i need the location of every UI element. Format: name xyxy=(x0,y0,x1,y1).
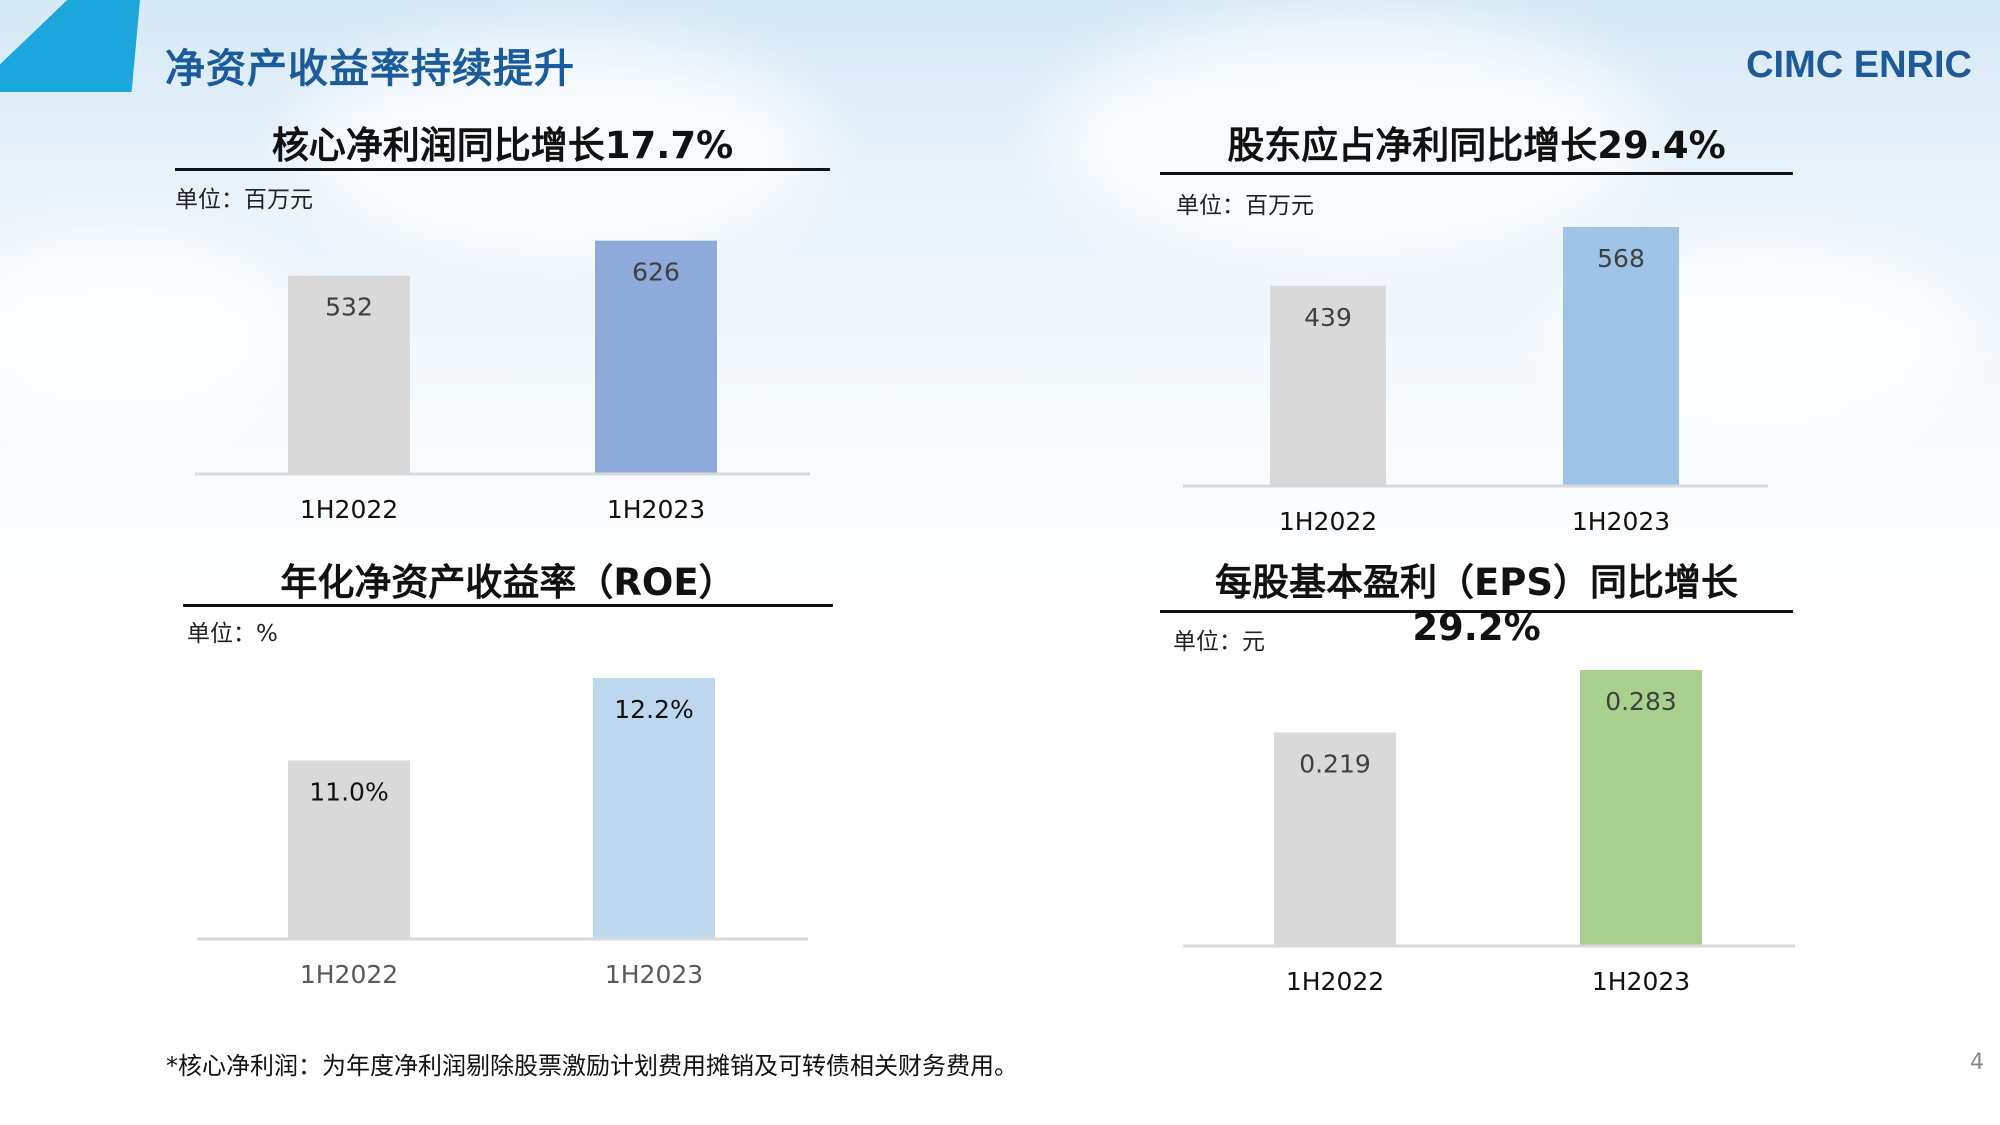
header-accent-shape xyxy=(0,0,140,92)
company-logo: CIMC ENRIC xyxy=(1746,44,1972,86)
panel-unit: 单位：百万元 xyxy=(175,187,313,213)
panel-unit: 单位：百万元 xyxy=(1176,193,1314,219)
bar xyxy=(595,240,717,474)
data-label: 0.219 xyxy=(1299,749,1371,778)
x-tick-label: 1H2023 xyxy=(1592,967,1690,996)
panel-title: 每股基本盈利（EPS）同比增长29.2% xyxy=(1214,561,1739,649)
footnote: *核心净利润：为年度净利润剔除股票激励计划费用摊销及可转债相关财务费用。 xyxy=(166,1052,1018,1080)
data-label: 12.2% xyxy=(614,695,693,724)
bar xyxy=(593,678,715,939)
bar-chart: 439 1H2022 568 1H2023 xyxy=(1183,227,1768,536)
chart-panel-shareholder-profit: 股东应占净利同比增长29.4% 单位：百万元 439 1H2022 568 1H202… xyxy=(1160,110,1793,540)
bar xyxy=(1563,227,1679,486)
data-label: 439 xyxy=(1304,303,1352,332)
x-tick-label: 1H2022 xyxy=(1279,507,1377,536)
bar xyxy=(1274,732,1396,946)
panel-title: 核心净利润同比增长17.7% xyxy=(271,124,734,167)
page-number: 4 xyxy=(1970,1050,1984,1075)
bar xyxy=(288,275,410,474)
bar xyxy=(288,760,410,939)
x-tick-label: 1H2023 xyxy=(1572,507,1670,536)
panel-unit: 单位：% xyxy=(187,621,278,647)
chart-panel-eps: 每股基本盈利（EPS）同比增长29.2% 单位：元 0.219 1H2022 0.2… xyxy=(1160,548,1795,1008)
bar-chart: 532 1H2022 626 1H2023 xyxy=(195,240,810,524)
panel-title: 年化净资产收益率（ROE） xyxy=(280,561,736,604)
x-tick-label: 1H2022 xyxy=(300,960,398,989)
panel-divider xyxy=(175,168,830,171)
panel-divider xyxy=(1160,172,1793,175)
data-label: 11.0% xyxy=(309,777,388,806)
x-tick-label: 1H2022 xyxy=(300,495,398,524)
data-label: 532 xyxy=(325,293,373,322)
bar-chart: 0.219 1H2022 0.283 1H2023 xyxy=(1183,670,1795,996)
panel-unit: 单位：元 xyxy=(1173,629,1265,655)
page-title: 净资产收益率持续提升 xyxy=(165,46,575,92)
data-label: 568 xyxy=(1597,244,1645,273)
panel-title: 股东应占净利同比增长29.4% xyxy=(1227,124,1726,167)
x-tick-label: 1H2023 xyxy=(607,495,705,524)
chart-panel-core-net-profit: 核心净利润同比增长17.7% 单位：百万元 532 1H2022 626 1H2023 xyxy=(175,110,830,530)
x-tick-label: 1H2023 xyxy=(605,960,703,989)
chart-panel-roe: 年化净资产收益率（ROE） 单位：% 11.0% 1H2022 12.2% 1H202… xyxy=(183,548,833,1008)
bar-chart: 11.0% 1H2022 12.2% 1H2023 xyxy=(197,678,808,989)
bar xyxy=(1580,670,1702,946)
x-tick-label: 1H2022 xyxy=(1286,967,1384,996)
data-label: 626 xyxy=(632,258,680,287)
panel-divider xyxy=(183,604,833,607)
data-label: 0.283 xyxy=(1605,687,1677,716)
bar xyxy=(1270,285,1386,486)
panel-divider xyxy=(1160,610,1793,613)
